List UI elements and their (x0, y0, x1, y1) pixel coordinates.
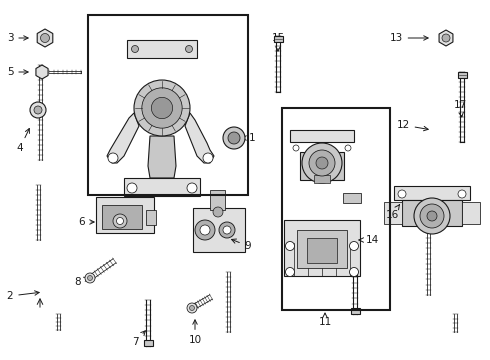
Polygon shape (185, 113, 214, 163)
Circle shape (34, 106, 42, 114)
Polygon shape (439, 30, 453, 46)
Text: 16: 16 (385, 205, 399, 220)
Bar (297, 230, 347, 268)
Text: 10: 10 (189, 320, 201, 345)
Circle shape (30, 102, 46, 118)
Polygon shape (273, 36, 283, 42)
Circle shape (293, 145, 299, 151)
Circle shape (117, 217, 123, 225)
Bar (127, 40, 197, 58)
Circle shape (200, 225, 210, 235)
Bar (88, 15, 248, 195)
Bar (284, 220, 360, 276)
Text: 5: 5 (7, 67, 28, 77)
Text: 14: 14 (359, 235, 379, 245)
Circle shape (88, 275, 93, 280)
Circle shape (309, 150, 335, 176)
Circle shape (187, 183, 197, 193)
Circle shape (134, 80, 190, 136)
Polygon shape (144, 340, 152, 346)
Circle shape (286, 267, 294, 276)
Text: 12: 12 (396, 120, 428, 131)
Circle shape (345, 145, 351, 151)
Circle shape (398, 190, 406, 198)
Bar (124, 178, 200, 196)
Circle shape (442, 34, 450, 42)
Circle shape (349, 242, 359, 251)
Polygon shape (36, 65, 48, 79)
Bar (314, 175, 330, 183)
Circle shape (219, 222, 235, 238)
Text: 2: 2 (7, 291, 39, 301)
Bar (102, 205, 142, 229)
Bar (146, 210, 156, 225)
Circle shape (427, 211, 437, 221)
Text: 13: 13 (390, 33, 428, 43)
Circle shape (127, 183, 137, 193)
Circle shape (187, 303, 197, 313)
Bar (343, 193, 361, 203)
Bar (210, 190, 225, 210)
Circle shape (286, 242, 294, 251)
Text: 9: 9 (232, 239, 251, 251)
Text: 11: 11 (318, 313, 332, 327)
Circle shape (349, 267, 359, 276)
Bar (462, 202, 480, 224)
Text: 17: 17 (453, 100, 466, 117)
Text: 1: 1 (242, 133, 255, 143)
Polygon shape (37, 29, 53, 47)
Bar (307, 238, 337, 263)
Bar (402, 200, 462, 226)
Polygon shape (148, 136, 176, 178)
Bar (384, 202, 402, 224)
Circle shape (213, 207, 223, 217)
Circle shape (151, 97, 172, 119)
Circle shape (414, 198, 450, 234)
Text: 8: 8 (74, 277, 89, 287)
Bar (300, 152, 344, 180)
Bar (193, 208, 245, 252)
Bar (290, 130, 354, 142)
Circle shape (228, 132, 240, 144)
Text: 15: 15 (271, 33, 285, 51)
Circle shape (142, 88, 182, 128)
Text: 6: 6 (79, 217, 94, 227)
Polygon shape (107, 113, 139, 163)
Circle shape (195, 220, 215, 240)
Circle shape (302, 143, 342, 183)
Circle shape (186, 45, 193, 53)
Circle shape (108, 153, 118, 163)
Circle shape (420, 204, 444, 228)
Circle shape (316, 157, 328, 169)
Circle shape (41, 33, 49, 42)
Circle shape (131, 45, 139, 53)
Text: 7: 7 (132, 331, 146, 347)
Circle shape (203, 153, 213, 163)
Polygon shape (458, 72, 466, 78)
Bar (96, 197, 154, 233)
Circle shape (113, 214, 127, 228)
Circle shape (190, 306, 195, 310)
Circle shape (223, 127, 245, 149)
Circle shape (85, 273, 95, 283)
Polygon shape (350, 308, 360, 314)
Text: 4: 4 (17, 129, 29, 153)
Text: 3: 3 (7, 33, 28, 43)
Bar (394, 186, 470, 200)
Circle shape (223, 226, 231, 234)
Bar (282, 108, 390, 310)
Circle shape (458, 190, 466, 198)
